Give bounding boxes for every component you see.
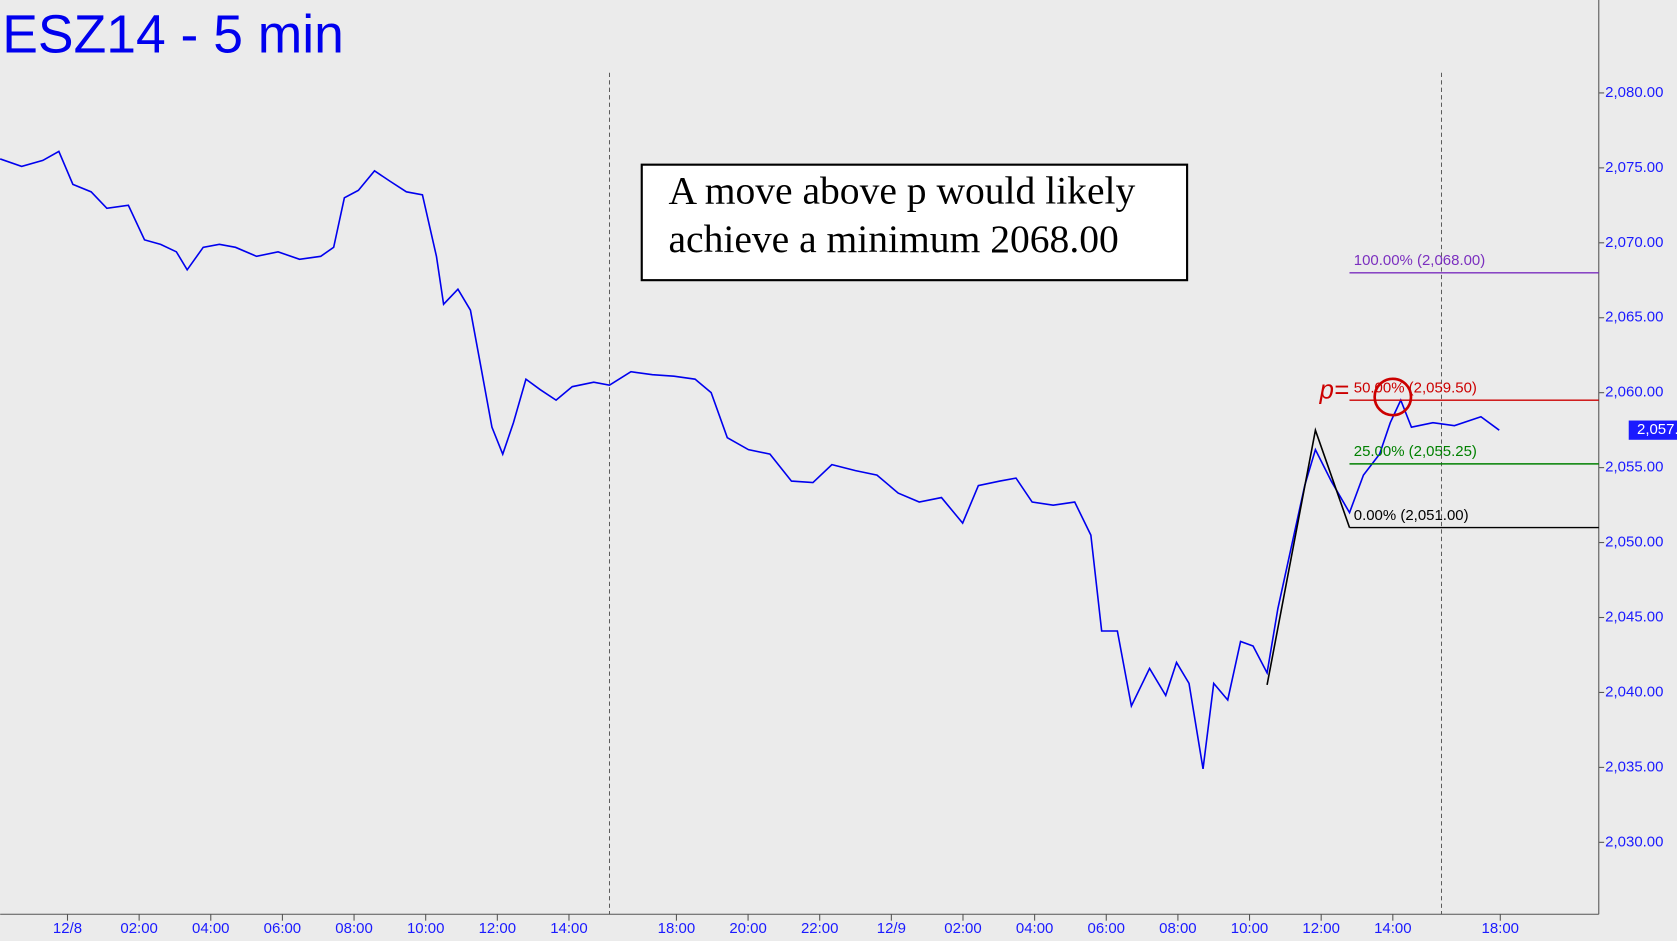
fib-label: 50.00% (2,059.50) <box>1354 379 1477 396</box>
p-label: p= <box>1319 376 1349 404</box>
y-tick-label: 2,075.00 <box>1605 159 1663 176</box>
y-tick-label: 2,035.00 <box>1605 758 1663 775</box>
x-tick-label: 04:00 <box>1016 920 1053 937</box>
fib-label: 25.00% (2,055.25) <box>1354 443 1477 460</box>
x-tick-label: 12:00 <box>1302 920 1339 937</box>
x-tick-label: 12/9 <box>877 920 906 937</box>
x-tick-label: 02:00 <box>944 920 981 937</box>
y-tick-label: 2,055.00 <box>1605 459 1663 476</box>
fib-label: 100.00% (2,068.00) <box>1354 252 1486 269</box>
x-tick-label: 18:00 <box>1482 920 1519 937</box>
chart-title: ESZ14 - 5 min <box>2 6 344 65</box>
pattern-line <box>1266 427 1351 686</box>
x-tick-label: 18:00 <box>658 920 695 937</box>
annotation-line: achieve a minimum 2068.00 <box>668 217 1118 261</box>
x-tick-label: 08:00 <box>335 920 372 937</box>
fib-label: 0.00% (2,051.00) <box>1354 507 1469 524</box>
x-tick-label: 12:00 <box>479 920 516 937</box>
price-line <box>0 150 1500 769</box>
x-tick-label: 06:00 <box>1088 920 1125 937</box>
annotation-line: A move above p would likely <box>668 169 1135 213</box>
p-circle <box>1373 377 1413 417</box>
last-price-box <box>1628 420 1677 440</box>
x-tick-label: 04:00 <box>192 920 229 937</box>
annotation-box <box>640 163 1189 282</box>
x-tick-label: 12/8 <box>53 920 82 937</box>
y-tick-label: 2,030.00 <box>1605 833 1663 850</box>
y-tick-label: 2,040.00 <box>1605 683 1663 700</box>
y-tick-label: 2,065.00 <box>1605 309 1663 326</box>
x-tick-label: 10:00 <box>1231 920 1268 937</box>
y-tick-label: 2,070.00 <box>1605 234 1663 251</box>
x-tick-label: 20:00 <box>729 920 766 937</box>
x-tick-label: 08:00 <box>1159 920 1196 937</box>
x-tick-label: 10:00 <box>407 920 444 937</box>
x-tick-label: 14:00 <box>1374 920 1411 937</box>
y-tick-label: 2,080.00 <box>1605 84 1663 101</box>
x-tick-label: 02:00 <box>120 920 157 937</box>
x-tick-label: 14:00 <box>550 920 587 937</box>
y-tick-label: 2,060.00 <box>1605 384 1663 401</box>
y-tick-label: 2,050.00 <box>1605 534 1663 551</box>
y-tick-label: 2,045.00 <box>1605 608 1663 625</box>
x-tick-label: 22:00 <box>801 920 838 937</box>
last-price-label: 2,057.50 <box>1637 421 1677 438</box>
x-tick-label: 06:00 <box>264 920 301 937</box>
